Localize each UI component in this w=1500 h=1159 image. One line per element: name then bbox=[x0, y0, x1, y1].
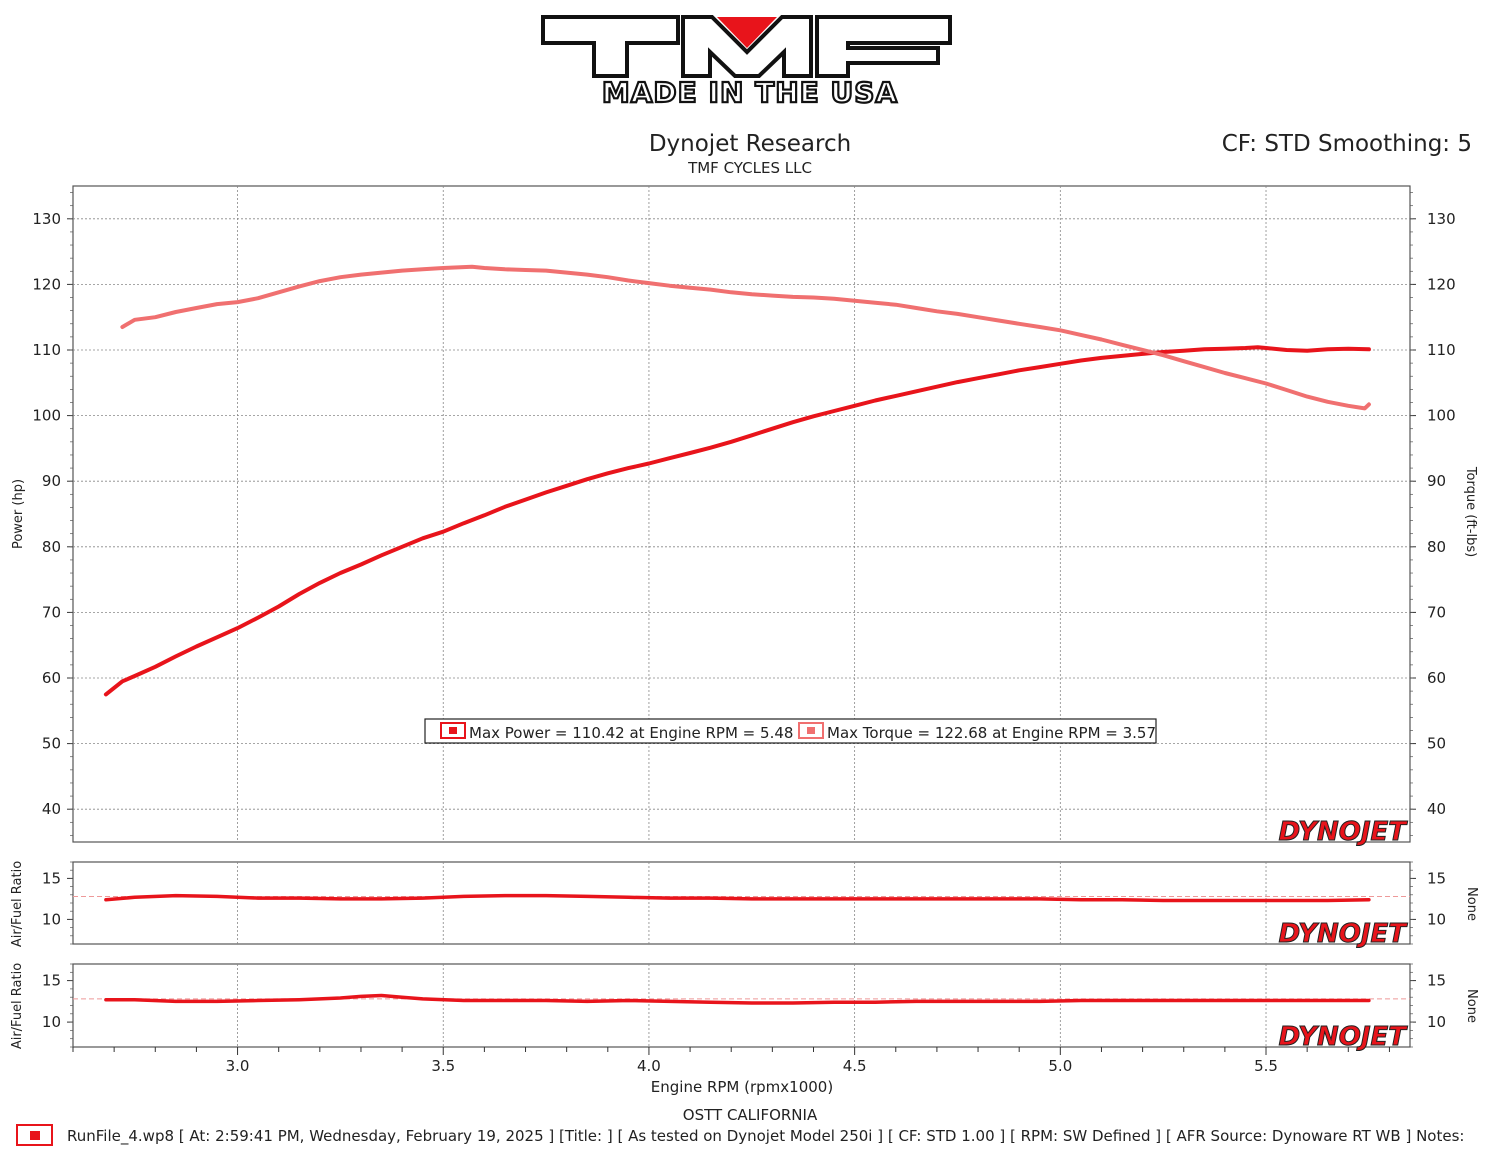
afr-panel-2: 10 10 15 15 bbox=[42, 963, 1446, 1048]
y-tick-label-left: 10 bbox=[42, 1013, 61, 1031]
y-tick-label-left: 120 bbox=[32, 275, 61, 293]
y-axis-label-afr-2-right: None bbox=[1464, 989, 1479, 1023]
chart-subtitle: TMF CYCLES LLC bbox=[687, 159, 812, 177]
y-tick-label-left: 80 bbox=[42, 538, 61, 556]
y-axis-label-afr-2: Air/Fuel Ratio bbox=[10, 963, 25, 1049]
legend-torque-label: Max Torque = 122.68 at Engine RPM = 3.57 bbox=[827, 724, 1156, 742]
y-tick-label-right: 10 bbox=[1427, 1013, 1446, 1031]
y-tick-label-right: 90 bbox=[1427, 472, 1446, 490]
location-label: OSTT CALIFORNIA bbox=[683, 1106, 818, 1124]
x-tick-label: 4.0 bbox=[637, 1057, 661, 1075]
y-tick-label-right: 15 bbox=[1427, 972, 1446, 990]
run-file-swatch bbox=[16, 1124, 53, 1146]
plot-frame bbox=[72, 185, 1411, 843]
red-triangle-icon bbox=[717, 17, 777, 48]
y-tick-label-left: 40 bbox=[42, 800, 61, 818]
y-tick-label-left: 50 bbox=[42, 735, 61, 753]
y-tick-label-right: 130 bbox=[1427, 210, 1456, 228]
cf-smoothing-label: CF: STD Smoothing: 5 bbox=[1222, 131, 1472, 157]
dynojet-watermark-2: DYNOJET bbox=[1279, 919, 1409, 949]
y-tick-label-left: 15 bbox=[42, 972, 61, 990]
y-tick-label-right: 100 bbox=[1427, 407, 1456, 425]
plot-frame bbox=[72, 963, 1411, 1048]
y-tick-label-right: 60 bbox=[1427, 669, 1446, 687]
y-tick-label-right: 80 bbox=[1427, 538, 1446, 556]
y-axis-label-afr-1: Air/Fuel Ratio bbox=[10, 861, 25, 947]
afr-panel-1: 10 10 15 15 bbox=[42, 861, 1446, 945]
y-tick-label-left: 130 bbox=[32, 210, 61, 228]
y-tick-label-right: 70 bbox=[1427, 603, 1446, 621]
power-line bbox=[103, 345, 1371, 697]
x-tick-label: 3.5 bbox=[431, 1057, 455, 1075]
y-tick-label-right: 120 bbox=[1427, 275, 1456, 293]
dynojet-watermark-1: DYNOJET bbox=[1279, 817, 1409, 847]
y-tick-label-left: 70 bbox=[42, 603, 61, 621]
x-tick-label: 4.5 bbox=[843, 1057, 867, 1075]
y-axis-label-afr-1-right: None bbox=[1464, 887, 1479, 921]
y-tick-label-left: 15 bbox=[42, 869, 61, 887]
x-tick-label: 5.0 bbox=[1048, 1057, 1072, 1075]
legend-power-label: Max Power = 110.42 at Engine RPM = 5.48 bbox=[469, 724, 793, 742]
y-tick-label-right: 10 bbox=[1427, 910, 1446, 928]
x-tick-label: 3.0 bbox=[226, 1057, 250, 1075]
y-tick-label-left: 110 bbox=[32, 341, 61, 359]
y-tick-label-right: 40 bbox=[1427, 800, 1446, 818]
logo-tagline: MADE IN THE USA bbox=[602, 76, 898, 109]
afr-line bbox=[104, 893, 1371, 903]
y-tick-label-right: 110 bbox=[1427, 341, 1456, 359]
x-tick-label: 5.5 bbox=[1254, 1057, 1278, 1075]
y-axis-label-torque: Torque (ft-lbs) bbox=[1463, 466, 1478, 557]
legend: Max Power = 110.42 at Engine RPM = 5.48 … bbox=[424, 718, 1157, 744]
y-tick-label-left: 90 bbox=[42, 472, 61, 490]
dynojet-watermark-3: DYNOJET bbox=[1279, 1022, 1409, 1052]
y-tick-label-right: 50 bbox=[1427, 735, 1446, 753]
x-axis-label: Engine RPM (rpmx1000) bbox=[651, 1078, 833, 1096]
power-torque-panel: 40 40 50 50 60 60 70 70 80 80 90 90 100 100 110 110 120 1… bbox=[32, 185, 1456, 843]
run-file-info: RunFile_4.wp8 [ At: 2:59:41 PM, Wednesda… bbox=[67, 1127, 1464, 1146]
tmf-logo: MADE IN THE USA bbox=[541, 15, 952, 110]
y-tick-label-left: 60 bbox=[42, 669, 61, 687]
x-axis: 3.0 3.5 4.0 4.5 5.0 5.5 bbox=[72, 1047, 1390, 1075]
torque-line bbox=[120, 264, 1371, 411]
plot-frame bbox=[72, 861, 1411, 945]
chart-title: Dynojet Research bbox=[649, 131, 851, 157]
y-tick-label-left: 10 bbox=[42, 910, 61, 928]
afr-line bbox=[104, 993, 1371, 1005]
y-tick-label-left: 100 bbox=[32, 407, 61, 425]
y-tick-label-right: 15 bbox=[1427, 869, 1446, 887]
y-axis-label-power: Power (hp) bbox=[11, 479, 26, 549]
